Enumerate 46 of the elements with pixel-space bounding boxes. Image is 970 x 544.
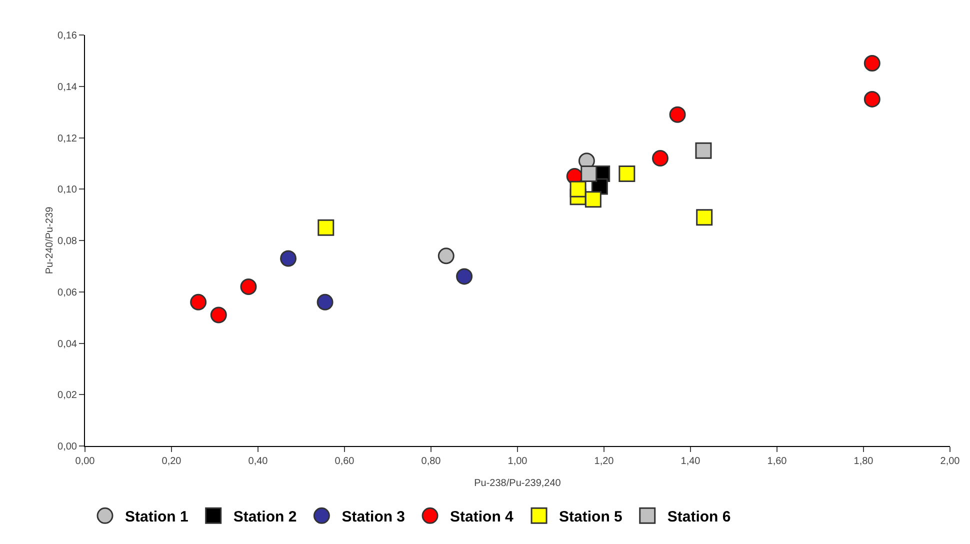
point	[210, 306, 227, 324]
y-tick-label: 0,10	[58, 184, 78, 196]
point	[580, 165, 598, 182]
y-tick-label: 0,16	[58, 30, 78, 42]
point	[864, 55, 880, 72]
point	[696, 209, 713, 226]
point	[652, 150, 668, 167]
x-tick-label: 1,60	[767, 456, 788, 467]
point	[456, 268, 473, 285]
y-axis-title: Pu-240/Pu-239	[44, 206, 56, 274]
x-tick-label: 1,20	[594, 456, 614, 467]
legend-label: Station 3	[342, 508, 406, 526]
point	[618, 165, 636, 182]
point	[570, 180, 586, 198]
legend-label: Station 5	[559, 508, 622, 526]
y-tick-label: 0,06	[58, 287, 78, 298]
y-tick-label: 0,14	[58, 82, 78, 93]
point	[864, 90, 880, 108]
point	[584, 191, 602, 208]
x-tick-label: 0,40	[248, 456, 268, 467]
point	[280, 250, 297, 267]
x-tick-label: 1,80	[854, 456, 874, 467]
point	[318, 219, 334, 236]
point	[669, 106, 686, 123]
y-tick-label: 0,12	[58, 133, 78, 144]
point	[695, 142, 712, 159]
x-tick-label: 1,40	[680, 456, 701, 467]
legend-label: Station 1	[125, 508, 188, 526]
legend-label: Station 4	[450, 508, 514, 526]
point	[240, 278, 257, 295]
x-tick-label: 1,00	[508, 456, 528, 467]
legend-label: Station 6	[667, 508, 731, 526]
point	[316, 294, 334, 310]
x-tick-label: 0,80	[421, 456, 442, 467]
y-tick-label: 0,00	[58, 442, 78, 452]
y-tick-label: 0,02	[58, 390, 78, 402]
y-tick-label: 0,04	[58, 338, 78, 350]
x-tick-label: 0,60	[334, 456, 355, 467]
x-tick-label: 0,00	[75, 456, 96, 467]
point	[438, 248, 454, 264]
point	[190, 294, 207, 310]
legend-label: Station 2	[233, 508, 297, 526]
x-tick-label: 2,00	[940, 456, 960, 467]
x-axis-title: Pu-238/Pu-239,240	[474, 478, 562, 489]
x-tick-label: 0,20	[162, 456, 182, 467]
y-tick-label: 0,08	[58, 236, 78, 247]
